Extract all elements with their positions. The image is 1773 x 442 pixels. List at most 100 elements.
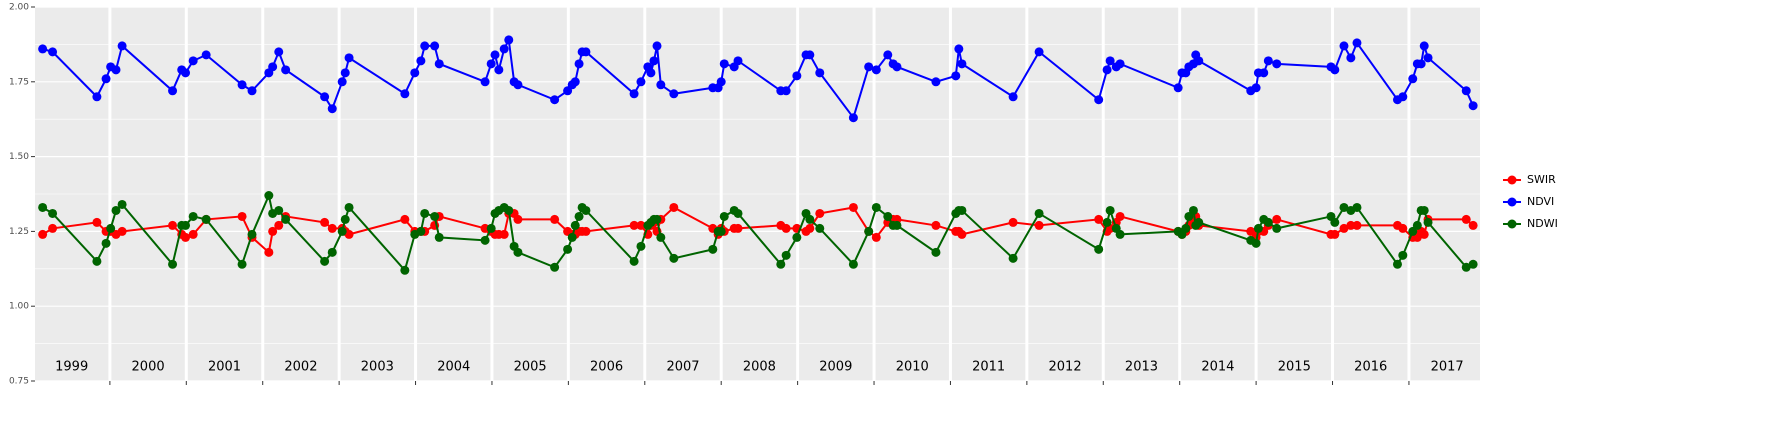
point <box>504 35 514 45</box>
point <box>931 77 941 87</box>
point <box>181 68 191 78</box>
point <box>1352 220 1362 230</box>
point <box>320 256 330 266</box>
point <box>892 62 902 72</box>
point <box>1094 95 1104 105</box>
legend-key-point <box>1507 175 1517 185</box>
y-tick-label: 1.75 <box>9 77 29 87</box>
year-label: 2014 <box>1201 360 1234 375</box>
point <box>567 232 577 242</box>
point <box>264 190 274 200</box>
year-label: 2006 <box>590 360 623 375</box>
point <box>168 220 178 230</box>
point <box>237 80 247 90</box>
point <box>1272 223 1282 233</box>
point <box>1461 86 1471 96</box>
point <box>652 214 662 224</box>
point <box>636 77 646 87</box>
point <box>247 86 257 96</box>
year-label: 2000 <box>132 360 165 375</box>
point <box>281 65 291 75</box>
point <box>1115 211 1125 221</box>
point <box>117 41 127 51</box>
point <box>1246 226 1256 236</box>
point <box>864 226 874 236</box>
point <box>957 59 967 69</box>
point <box>400 89 410 99</box>
point <box>574 59 584 69</box>
point <box>1419 205 1429 215</box>
point <box>480 77 490 87</box>
point <box>581 205 591 215</box>
point <box>237 211 247 221</box>
point <box>168 86 178 96</box>
point <box>268 62 278 72</box>
point <box>1194 56 1204 66</box>
point <box>513 80 523 90</box>
point <box>1008 253 1018 263</box>
point <box>337 226 347 236</box>
point <box>719 211 729 221</box>
point <box>499 229 509 239</box>
point <box>716 226 726 236</box>
point <box>247 229 257 239</box>
year-label: 2001 <box>208 360 241 375</box>
point <box>883 50 893 60</box>
point <box>1188 205 1198 215</box>
point <box>1194 217 1204 227</box>
point <box>669 89 679 99</box>
point <box>848 259 858 269</box>
point <box>1398 92 1408 102</box>
point <box>1398 250 1408 260</box>
point <box>1408 74 1418 84</box>
point <box>480 235 490 245</box>
point <box>848 202 858 212</box>
point <box>486 223 496 233</box>
point <box>1251 238 1261 248</box>
point <box>416 56 426 66</box>
point <box>400 214 410 224</box>
point <box>117 226 127 236</box>
point <box>669 253 679 263</box>
point <box>570 220 580 230</box>
point <box>1102 217 1112 227</box>
year-label: 2005 <box>514 360 547 375</box>
year-label: 2015 <box>1278 360 1311 375</box>
point <box>181 232 191 242</box>
point <box>1115 59 1125 69</box>
point <box>708 244 718 254</box>
point <box>1173 83 1183 93</box>
point <box>1251 83 1261 93</box>
point <box>117 199 127 209</box>
year-label: 2011 <box>972 360 1005 375</box>
point <box>719 59 729 69</box>
point <box>1105 205 1115 215</box>
point <box>188 229 198 239</box>
point <box>504 205 514 215</box>
point <box>1339 202 1349 212</box>
year-label: 2017 <box>1431 360 1464 375</box>
point <box>344 53 354 63</box>
y-tick-label: 2.00 <box>9 3 29 13</box>
point <box>1468 220 1478 230</box>
point <box>1272 214 1282 224</box>
point <box>1468 259 1478 269</box>
point <box>957 205 967 215</box>
point <box>781 86 791 96</box>
point <box>1008 92 1018 102</box>
point <box>188 56 198 66</box>
point <box>1346 53 1356 63</box>
point <box>1392 259 1402 269</box>
y-tick-label: 1.50 <box>9 152 29 162</box>
point <box>871 65 881 75</box>
year-label: 2009 <box>819 360 852 375</box>
point <box>1259 68 1269 78</box>
point <box>92 92 102 102</box>
point <box>101 238 111 248</box>
point <box>337 77 347 87</box>
year-label: 2008 <box>743 360 776 375</box>
point <box>1352 38 1362 48</box>
point <box>1094 244 1104 254</box>
point <box>1105 56 1115 66</box>
